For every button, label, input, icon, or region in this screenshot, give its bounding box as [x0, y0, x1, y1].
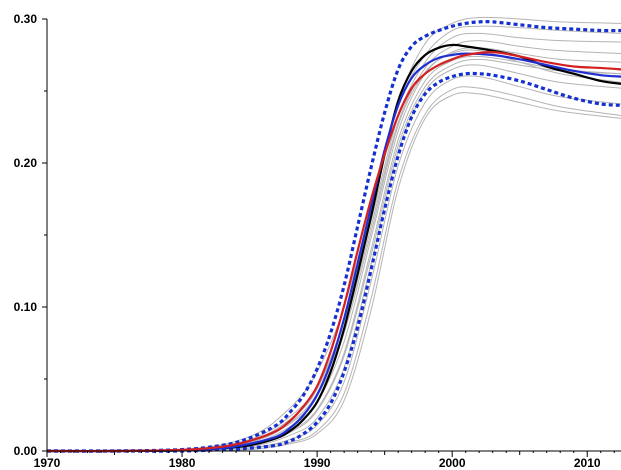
y-tick-label: 0.30	[14, 12, 38, 26]
sample-curve-10	[46, 16, 621, 452]
band-line-2	[46, 71, 621, 453]
main-series-group	[46, 43, 621, 453]
sample-curve-1	[46, 25, 621, 452]
y-tick-label: 0.20	[14, 156, 38, 170]
sample-curve-3	[46, 40, 621, 452]
y-tick-label: 0.00	[14, 444, 38, 458]
x-tick-label: 1980	[169, 456, 196, 470]
x-tick-label: 2000	[439, 456, 466, 470]
x-tick-label: 1990	[304, 456, 331, 470]
sample-curve-2	[46, 32, 621, 452]
series-line-3	[46, 51, 621, 453]
sample-curve-6	[46, 64, 621, 452]
y-tick-label: 0.10	[14, 300, 38, 314]
band-line-1	[46, 20, 621, 453]
sample-curve-9	[46, 92, 621, 452]
x-tick-label: 2010	[574, 456, 601, 470]
confidence-band-group	[46, 20, 621, 453]
axes-group: 0.00 0.10 0.20 0.30 1970 1980 1990 2000 2010	[14, 12, 621, 470]
sample-curve-8	[46, 86, 621, 452]
sample-curves-group	[46, 16, 621, 452]
x-tick-label: 1970	[34, 456, 61, 470]
sample-curve-12	[46, 58, 621, 452]
